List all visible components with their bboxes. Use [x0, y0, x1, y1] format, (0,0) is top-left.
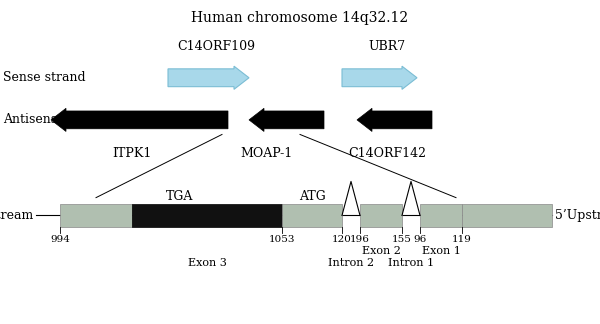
Text: Exon 3: Exon 3 [188, 258, 226, 268]
Text: Exon 2: Exon 2 [362, 246, 400, 256]
FancyArrow shape [342, 66, 417, 89]
Text: Sense strand: Sense strand [3, 71, 86, 84]
FancyArrow shape [357, 108, 432, 132]
Text: ATG: ATG [299, 190, 325, 202]
Text: Antisense strand: Antisense strand [3, 113, 110, 126]
Text: UBR7: UBR7 [368, 40, 406, 53]
Text: 196: 196 [350, 235, 370, 244]
Bar [360, 204, 402, 227]
Text: 3’Downstream: 3’Downstream [0, 209, 33, 222]
FancyArrow shape [51, 108, 228, 132]
Text: C14ORF109: C14ORF109 [177, 40, 255, 53]
Text: 96: 96 [413, 235, 427, 244]
Text: Intron 1: Intron 1 [388, 258, 434, 268]
Text: 155: 155 [392, 235, 412, 244]
Text: C14ORF142: C14ORF142 [348, 147, 426, 160]
Text: TGA: TGA [166, 190, 194, 202]
Text: Exon 1: Exon 1 [422, 246, 460, 256]
Text: Human chromosome 14q32.12: Human chromosome 14q32.12 [191, 11, 409, 25]
Bar [282, 204, 342, 227]
Text: MOAP-1: MOAP-1 [240, 147, 292, 160]
Text: Intron 2: Intron 2 [328, 258, 374, 268]
Text: 120: 120 [332, 235, 352, 244]
FancyArrow shape [168, 66, 249, 89]
FancyArrow shape [249, 108, 324, 132]
Text: ITPK1: ITPK1 [112, 147, 152, 160]
Bar [132, 204, 282, 227]
Text: 5’Upstream: 5’Upstream [555, 209, 600, 222]
Text: 119: 119 [452, 235, 472, 244]
Text: 1053: 1053 [269, 235, 295, 244]
Text: 994: 994 [50, 235, 70, 244]
Bar [420, 204, 462, 227]
Bar [60, 204, 132, 227]
Bar [462, 204, 552, 227]
